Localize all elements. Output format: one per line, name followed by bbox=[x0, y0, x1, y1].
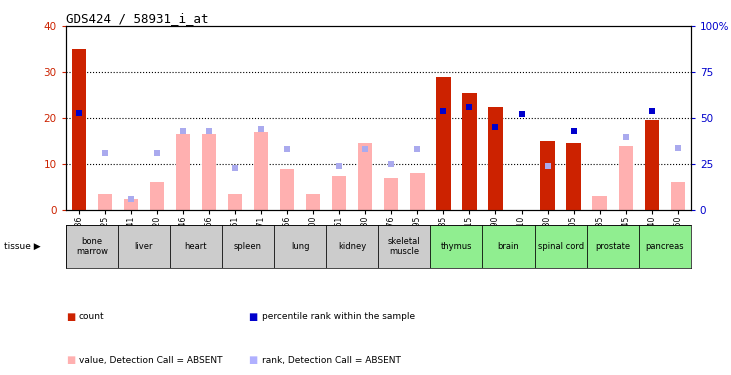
Bar bbox=[618, 146, 633, 210]
Bar bbox=[462, 93, 477, 210]
Text: brain: brain bbox=[498, 242, 520, 251]
Bar bbox=[66, 225, 118, 268]
Text: rank, Detection Call = ABSENT: rank, Detection Call = ABSENT bbox=[262, 356, 401, 364]
Bar bbox=[488, 106, 503, 210]
Text: ■: ■ bbox=[249, 355, 258, 365]
Bar bbox=[540, 141, 555, 210]
Text: GDS424 / 58931_i_at: GDS424 / 58931_i_at bbox=[66, 12, 208, 25]
Bar bbox=[72, 49, 86, 210]
Text: pancreas: pancreas bbox=[645, 242, 684, 251]
Bar bbox=[593, 196, 607, 210]
Bar bbox=[379, 225, 431, 268]
Bar bbox=[280, 169, 295, 210]
Bar bbox=[326, 225, 379, 268]
Bar bbox=[534, 225, 586, 268]
Text: ■: ■ bbox=[66, 312, 75, 322]
Text: heart: heart bbox=[185, 242, 208, 251]
Text: thymus: thymus bbox=[441, 242, 472, 251]
Bar bbox=[150, 183, 164, 210]
Text: bone
marrow: bone marrow bbox=[76, 237, 108, 256]
Bar bbox=[118, 225, 170, 268]
Text: spleen: spleen bbox=[234, 242, 262, 251]
Bar bbox=[410, 173, 425, 210]
Text: liver: liver bbox=[135, 242, 154, 251]
Bar bbox=[482, 225, 534, 268]
Bar bbox=[202, 134, 216, 210]
Bar bbox=[124, 198, 138, 210]
Bar bbox=[170, 225, 222, 268]
Text: ■: ■ bbox=[249, 312, 258, 322]
Bar bbox=[274, 225, 326, 268]
Bar bbox=[567, 143, 580, 210]
Bar bbox=[540, 187, 555, 210]
Bar bbox=[586, 225, 639, 268]
Text: ■: ■ bbox=[66, 355, 75, 365]
Bar bbox=[332, 176, 346, 210]
Bar bbox=[254, 132, 268, 210]
Text: lung: lung bbox=[291, 242, 309, 251]
Bar bbox=[306, 194, 320, 210]
Bar bbox=[670, 183, 685, 210]
Bar bbox=[431, 225, 482, 268]
Bar bbox=[176, 134, 190, 210]
Bar bbox=[639, 225, 691, 268]
Text: kidney: kidney bbox=[338, 242, 366, 251]
Text: value, Detection Call = ABSENT: value, Detection Call = ABSENT bbox=[79, 356, 222, 364]
Bar bbox=[98, 194, 112, 210]
Bar bbox=[358, 143, 372, 210]
Text: tissue ▶: tissue ▶ bbox=[4, 242, 40, 251]
Text: skeletal
muscle: skeletal muscle bbox=[388, 237, 420, 256]
Text: count: count bbox=[79, 312, 105, 321]
Text: prostate: prostate bbox=[595, 242, 630, 251]
Bar bbox=[645, 120, 659, 210]
Bar bbox=[228, 194, 242, 210]
Text: spinal cord: spinal cord bbox=[537, 242, 583, 251]
Text: percentile rank within the sample: percentile rank within the sample bbox=[262, 312, 414, 321]
Bar bbox=[222, 225, 274, 268]
Bar bbox=[385, 178, 398, 210]
Bar bbox=[436, 77, 450, 210]
